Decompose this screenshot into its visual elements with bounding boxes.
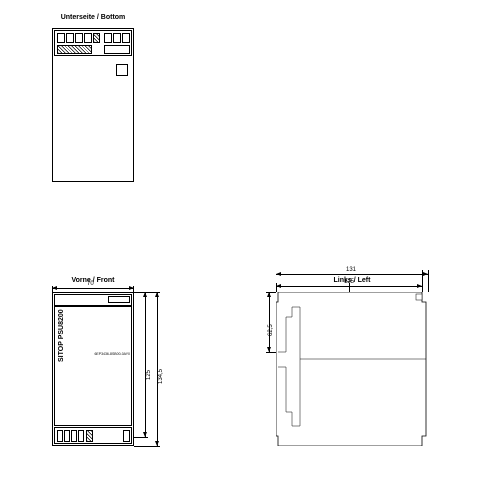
front-terminal bbox=[57, 430, 63, 442]
dim-arrow bbox=[155, 441, 159, 446]
front-separator-hatch bbox=[86, 430, 93, 442]
dim-line-front-h1 bbox=[145, 292, 146, 437]
part-number-label: 6EP3436-8SB00-0AY0 bbox=[94, 352, 130, 356]
dim-arrow bbox=[423, 272, 428, 276]
bottom-separator bbox=[93, 33, 100, 43]
front-aux-terminal bbox=[123, 430, 130, 442]
dim-line-side-overall bbox=[276, 274, 428, 275]
dim-arrow bbox=[143, 432, 147, 437]
left-side-view bbox=[276, 292, 428, 446]
front-terminal bbox=[64, 430, 70, 442]
dim-label-front-h-inner: 125 bbox=[146, 370, 152, 380]
bottom-view-title: Unterseite / Bottom bbox=[52, 14, 134, 21]
front-terminal bbox=[78, 430, 84, 442]
dim-label-side-inset: 62,5 bbox=[268, 324, 274, 336]
bottom-terminal bbox=[113, 33, 121, 43]
dim-arrow bbox=[143, 292, 147, 297]
dim-arrow bbox=[417, 284, 422, 288]
dim-ext-line bbox=[134, 446, 160, 447]
bottom-terminal bbox=[104, 33, 112, 43]
bottom-slot-row bbox=[104, 45, 130, 54]
bottom-terminal bbox=[84, 33, 92, 43]
bottom-terminal-strip bbox=[54, 30, 132, 56]
bottom-view bbox=[52, 28, 134, 182]
dim-label-front-width: 70 bbox=[87, 281, 94, 287]
dim-label-front-h-outer: 134,5 bbox=[158, 369, 164, 384]
dim-arrow bbox=[52, 286, 57, 290]
bottom-terminal bbox=[122, 33, 130, 43]
dim-ext-line bbox=[266, 352, 276, 353]
dim-arrow bbox=[267, 292, 271, 297]
bottom-terminal bbox=[75, 33, 83, 43]
dim-arrow bbox=[129, 286, 134, 290]
dim-ext-line bbox=[428, 270, 429, 292]
product-name-label: SITOP PSU8200 bbox=[58, 309, 65, 362]
dim-line-front-width bbox=[52, 288, 134, 289]
dim-line-side-depth bbox=[276, 286, 422, 287]
dim-line-side-inset bbox=[269, 292, 270, 352]
brand-plate bbox=[108, 296, 130, 303]
bottom-indicator-box bbox=[116, 64, 128, 76]
bottom-terminal bbox=[66, 33, 74, 43]
front-view: SITOP PSU8200 6EP3436-8SB00-0AY0 bbox=[52, 292, 134, 446]
bottom-terminal bbox=[57, 33, 65, 43]
dim-arrow bbox=[155, 292, 159, 297]
front-terminal bbox=[71, 430, 77, 442]
left-side-svg bbox=[276, 292, 428, 446]
dim-arrow bbox=[276, 284, 281, 288]
dim-label-side-overall: 131 bbox=[346, 267, 356, 273]
front-faceplate bbox=[54, 306, 132, 426]
dim-arrow bbox=[267, 347, 271, 352]
dim-ext-line bbox=[134, 437, 148, 438]
front-lower-terminal-band bbox=[54, 427, 132, 444]
side-notch bbox=[416, 294, 422, 300]
side-body-outline bbox=[276, 292, 426, 446]
dim-label-side-depth: 125 bbox=[344, 279, 354, 285]
dim-arrow bbox=[276, 272, 281, 276]
bottom-hatch-row bbox=[57, 45, 92, 54]
